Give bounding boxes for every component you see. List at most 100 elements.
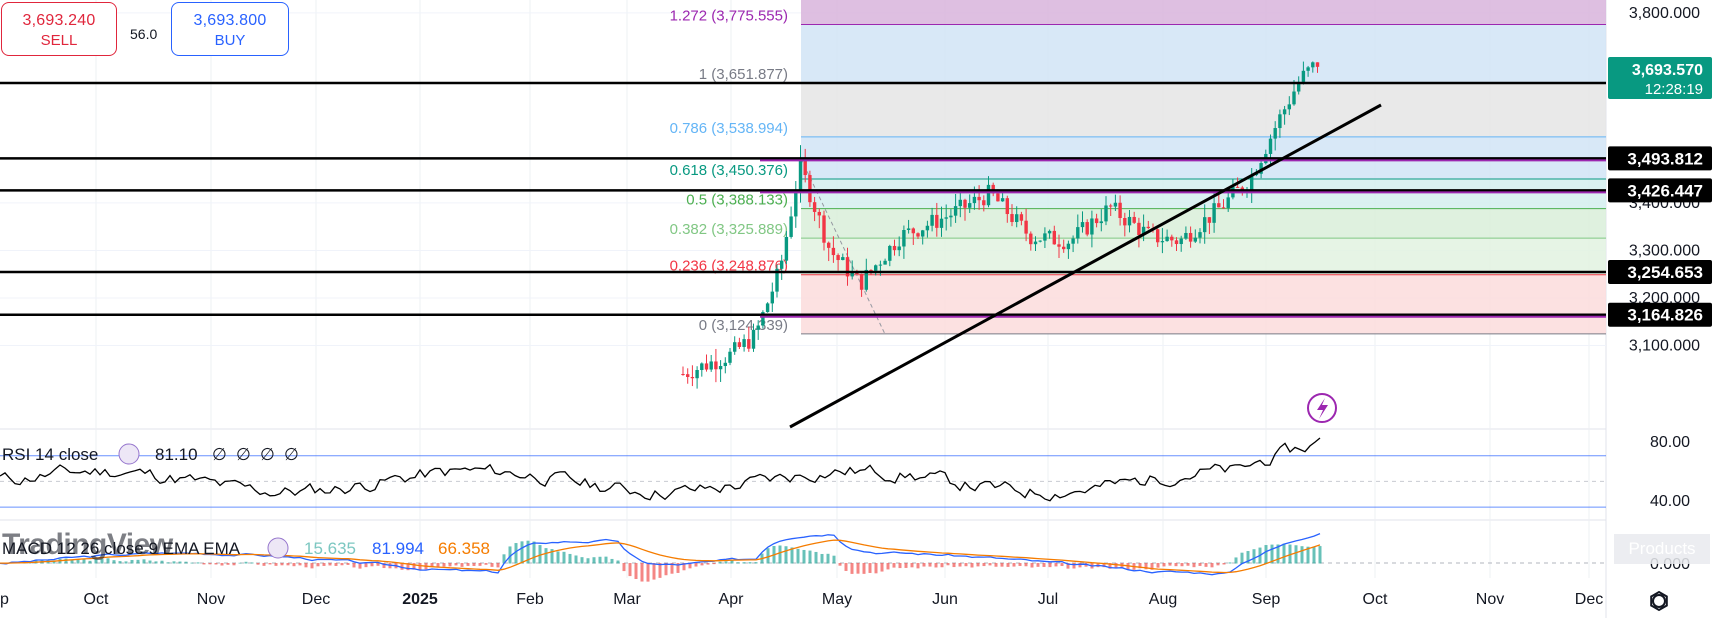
candle-body[interactable]	[1259, 163, 1263, 174]
candle-body[interactable]	[939, 218, 944, 228]
rsi-settings-icon[interactable]	[118, 443, 140, 465]
settings-gear-icon[interactable]	[1646, 588, 1672, 614]
candle-body[interactable]	[1090, 218, 1094, 235]
candle-body[interactable]	[1104, 205, 1108, 222]
candle-body[interactable]	[709, 361, 713, 370]
candle-body[interactable]	[935, 214, 939, 228]
candle-body[interactable]	[756, 325, 760, 330]
candle-body[interactable]	[1132, 216, 1136, 223]
candle-body[interactable]	[737, 342, 742, 347]
candle-body[interactable]	[1118, 202, 1122, 219]
candle-body[interactable]	[723, 362, 727, 367]
products-button[interactable]: Products	[1614, 534, 1710, 564]
candle-body[interactable]	[925, 225, 930, 231]
candle-body[interactable]	[1066, 243, 1071, 250]
candle-body[interactable]	[982, 200, 986, 206]
candle-body[interactable]	[1062, 246, 1066, 250]
candle-body[interactable]	[944, 217, 948, 219]
candle-body[interactable]	[958, 199, 962, 207]
candle-body[interactable]	[1165, 236, 1169, 242]
candle-body[interactable]	[1071, 238, 1075, 244]
candle-body[interactable]	[817, 211, 821, 216]
candle-body[interactable]	[953, 206, 958, 216]
macd-pane[interactable]: MACD 12 26 close 9 EMA EMA 15.635 81.994 66…	[0, 393, 1606, 582]
macd-settings-icon[interactable]	[267, 537, 289, 559]
candle-body[interactable]	[1156, 229, 1160, 243]
candle-body[interactable]	[1005, 198, 1009, 215]
candle-body[interactable]	[1235, 186, 1240, 188]
candle-body[interactable]	[714, 361, 718, 370]
candle-body[interactable]	[841, 257, 845, 261]
candle-body[interactable]	[718, 366, 723, 370]
candle-body[interactable]	[859, 273, 864, 290]
candle-body[interactable]	[1273, 128, 1277, 139]
candle-body[interactable]	[704, 363, 709, 370]
candle-body[interactable]	[765, 303, 770, 313]
candle-body[interactable]	[1123, 218, 1127, 226]
candle-body[interactable]	[906, 228, 911, 231]
candle-body[interactable]	[1057, 244, 1061, 247]
candle-body[interactable]	[751, 329, 756, 349]
candle-body[interactable]	[1043, 233, 1047, 241]
candle-body[interactable]	[1127, 216, 1132, 226]
candle-body[interactable]	[1292, 91, 1296, 105]
candle-body[interactable]	[695, 370, 699, 379]
candle-body[interactable]	[1141, 226, 1146, 236]
candle-body[interactable]	[883, 260, 887, 265]
candle-body[interactable]	[1287, 104, 1291, 110]
sell-button[interactable]: 3,693.240 SELL	[1, 2, 117, 56]
candle-body[interactable]	[1315, 62, 1320, 67]
candle-body[interactable]	[836, 255, 840, 261]
candle-body[interactable]	[902, 230, 906, 247]
candle-body[interactable]	[1000, 198, 1005, 202]
candle-body[interactable]	[1010, 214, 1014, 223]
candle-body[interactable]	[822, 215, 826, 243]
candle-body[interactable]	[780, 260, 784, 269]
candle-body[interactable]	[878, 264, 883, 266]
candle-body[interactable]	[789, 216, 793, 237]
candle-body[interactable]	[1099, 221, 1103, 224]
candle-body[interactable]	[1033, 241, 1038, 245]
candle-body[interactable]	[1297, 81, 1301, 92]
candle-body[interactable]	[1137, 222, 1141, 236]
candle-body[interactable]	[1146, 226, 1150, 229]
candle-body[interactable]	[845, 257, 850, 277]
candle-body[interactable]	[1113, 202, 1118, 207]
candle-body[interactable]	[1029, 233, 1033, 245]
candle-body[interactable]	[1076, 227, 1080, 239]
rsi-line[interactable]	[0, 437, 1321, 502]
trendline[interactable]	[789, 103, 1382, 429]
candle-body[interactable]	[742, 339, 746, 347]
candle-body[interactable]	[1301, 70, 1306, 82]
candle-body[interactable]	[1282, 109, 1287, 115]
candle-body[interactable]	[681, 374, 685, 376]
candle-body[interactable]	[1019, 214, 1024, 221]
candle-body[interactable]	[1278, 114, 1282, 129]
candle-body[interactable]	[808, 175, 812, 203]
candle-body[interactable]	[1184, 232, 1188, 239]
candle-body[interactable]	[864, 269, 868, 290]
candle-body[interactable]	[930, 214, 934, 226]
candle-body[interactable]	[1311, 62, 1315, 68]
candle-body[interactable]	[761, 312, 765, 326]
candle-body[interactable]	[869, 269, 873, 271]
candle-body[interactable]	[911, 228, 915, 234]
candle-body[interactable]	[1179, 238, 1183, 245]
candle-body[interactable]	[1024, 220, 1028, 234]
candle-body[interactable]	[1188, 232, 1193, 242]
candle-body[interactable]	[728, 351, 732, 363]
candle-body[interactable]	[1198, 232, 1202, 238]
macd-line[interactable]	[0, 532, 1321, 576]
candle-body[interactable]	[1203, 217, 1207, 233]
candle-body[interactable]	[794, 191, 798, 217]
candle-body[interactable]	[1306, 67, 1310, 71]
signal-line[interactable]	[0, 539, 1321, 574]
candle-body[interactable]	[747, 339, 751, 349]
candle-body[interactable]	[1226, 197, 1230, 208]
candle-body[interactable]	[1221, 207, 1226, 209]
candle-body[interactable]	[827, 242, 831, 248]
rsi-pane[interactable]: RSI 14 close 81.10 ∅ ∅ ∅ ∅	[0, 437, 1606, 508]
candle-body[interactable]	[1052, 230, 1056, 245]
candle-body[interactable]	[831, 247, 836, 256]
candle-body[interactable]	[1193, 237, 1197, 242]
